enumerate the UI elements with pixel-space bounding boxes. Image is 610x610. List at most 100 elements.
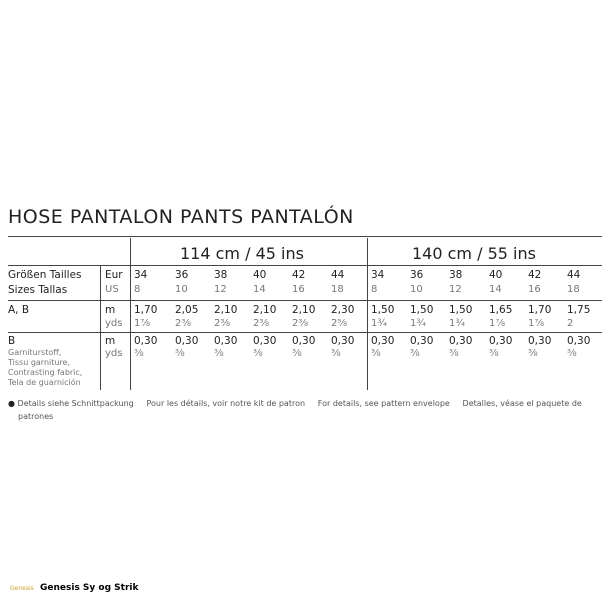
yds-label: yds (105, 318, 123, 329)
cell-b-m: 0,30 (371, 335, 395, 347)
cell-us: 16 (292, 284, 305, 295)
cell-us: 12 (214, 284, 227, 295)
m-label: m (105, 304, 116, 316)
cell-b-m: 0,30 (292, 335, 316, 347)
yds-label: yds (105, 348, 123, 359)
cell-eur: 34 (134, 269, 148, 281)
width-header-140: 140 cm / 55 ins (412, 244, 536, 263)
cell-b-yds: ⅜ (410, 348, 420, 359)
divider (8, 236, 602, 237)
brand-name: Genesis Sy og Strik (40, 583, 139, 593)
b-sub: Tela de guarnición (8, 378, 81, 387)
cell-b-yds: ⅜ (175, 348, 185, 359)
cell-b-m: 0,30 (134, 335, 158, 347)
cell-b-m: 0,30 (449, 335, 473, 347)
footnote-fr: Pour les détails, voir notre kit de patr… (146, 399, 306, 408)
page-title: HOSE PANTALON PANTS PANTALÓN (8, 206, 354, 228)
cell-us: 18 (331, 284, 344, 295)
footnote-en: For details, see pattern envelope (317, 399, 450, 408)
us-label: US (105, 284, 119, 295)
divider (100, 265, 101, 390)
cell-b-m: 0,30 (331, 335, 355, 347)
cell-ab-m: 1,70 (528, 304, 552, 316)
cell-b-m: 0,30 (253, 335, 277, 347)
cell-ab-m: 1,50 (449, 304, 473, 316)
cell-ab-yds: 2⅜ (175, 318, 192, 329)
cell-eur: 38 (449, 269, 463, 281)
b-sub: Contrasting fabric, (8, 368, 83, 377)
m-label: m (105, 335, 116, 347)
cell-us: 18 (567, 284, 580, 295)
cell-b-m: 0,30 (567, 335, 591, 347)
cell-eur: 40 (489, 269, 503, 281)
sizes-label-en-es: Sizes Tallas (8, 284, 68, 296)
cell-b-m: 0,30 (410, 335, 434, 347)
cell-ab-m: 1,75 (567, 304, 591, 316)
cell-us: 16 (528, 284, 541, 295)
cell-ab-m: 2,10 (214, 304, 238, 316)
cell-ab-m: 1,50 (410, 304, 434, 316)
cell-ab-yds: 2⅜ (253, 318, 270, 329)
cell-us: 8 (371, 284, 378, 295)
cell-ab-yds: 1¾ (410, 318, 427, 329)
footnote: ● Details siehe Schnittpackung Pour les … (8, 399, 582, 408)
cell-ab-yds: 1¾ (371, 318, 388, 329)
cell-b-yds: ⅜ (528, 348, 538, 359)
cell-b-m: 0,30 (214, 335, 238, 347)
cell-b-yds: ⅜ (214, 348, 224, 359)
divider (8, 265, 602, 266)
b-sub: Garniturstoff, (8, 348, 62, 357)
cell-b-yds: ⅜ (567, 348, 577, 359)
b-label: B (8, 335, 16, 347)
cell-eur: 40 (253, 269, 267, 281)
width-header-114: 114 cm / 45 ins (180, 244, 304, 263)
cell-eur: 36 (175, 269, 189, 281)
ab-label: A, B (8, 304, 30, 316)
divider (8, 300, 602, 301)
cell-eur: 42 (292, 269, 306, 281)
cell-b-yds: ⅜ (134, 348, 144, 359)
cell-ab-m: 1,65 (489, 304, 513, 316)
cell-b-yds: ⅜ (331, 348, 341, 359)
cell-us: 10 (175, 284, 188, 295)
b-sub: Tissu garniture, (8, 358, 71, 367)
cell-ab-yds: 1⅞ (528, 318, 545, 329)
divider (130, 238, 131, 390)
cell-b-yds: ⅜ (371, 348, 381, 359)
cell-b-yds: ⅜ (253, 348, 263, 359)
cell-ab-m: 1,50 (371, 304, 395, 316)
cell-ab-yds: 2 (567, 318, 574, 329)
cell-ab-yds: 2⅜ (292, 318, 309, 329)
cell-eur: 44 (331, 269, 345, 281)
cell-ab-m: 2,10 (253, 304, 277, 316)
bullet-icon: ● (8, 399, 15, 408)
cell-eur: 34 (371, 269, 385, 281)
cell-b-yds: ⅜ (292, 348, 302, 359)
cell-b-m: 0,30 (528, 335, 552, 347)
cell-us: 12 (449, 284, 462, 295)
divider (8, 332, 602, 333)
brand-logo: Genesis (10, 585, 34, 592)
cell-ab-yds: 1⅞ (134, 318, 151, 329)
cell-eur: 36 (410, 269, 424, 281)
cell-eur: 38 (214, 269, 228, 281)
cell-b-m: 0,30 (175, 335, 199, 347)
cell-eur: 42 (528, 269, 542, 281)
cell-us: 8 (134, 284, 141, 295)
cell-ab-m: 1,70 (134, 304, 158, 316)
cell-b-m: 0,30 (489, 335, 513, 347)
eur-label: Eur (105, 269, 123, 281)
cell-ab-m: 2,10 (292, 304, 316, 316)
footnote-de: Details siehe Schnittpackung (17, 399, 134, 408)
footnote-es-cont: patrones (18, 412, 54, 421)
cell-ab-m: 2,30 (331, 304, 355, 316)
cell-b-yds: ⅜ (489, 348, 499, 359)
cell-us: 10 (410, 284, 423, 295)
cell-ab-yds: 1⅞ (489, 318, 506, 329)
footnote-es: Detalles, véase el paquete de (462, 399, 582, 408)
divider (367, 238, 368, 390)
cell-b-yds: ⅜ (449, 348, 459, 359)
cell-ab-m: 2,05 (175, 304, 199, 316)
cell-ab-yds: 2⅝ (331, 318, 348, 329)
cell-ab-yds: 1¾ (449, 318, 466, 329)
